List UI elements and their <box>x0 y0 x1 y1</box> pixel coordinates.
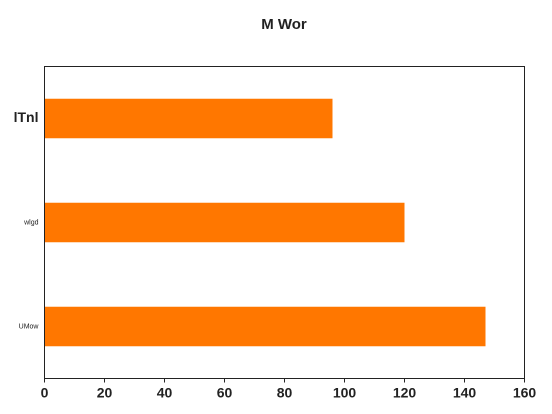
x-tick-label: 20 <box>97 385 113 401</box>
bar-lTnl <box>44 98 333 139</box>
y-tick-label: wlgd <box>23 219 39 226</box>
x-tick-label: 160 <box>513 385 537 401</box>
x-tick-label: 60 <box>217 385 233 401</box>
y-axis-ticks: lTnl wlgd UMow <box>14 109 40 330</box>
x-axis-ticks: 0 20 40 60 80 100 120 140 160 <box>41 378 537 401</box>
bars-layer <box>44 98 486 347</box>
x-tick-label: 80 <box>277 385 293 401</box>
bar-UMow <box>44 306 486 347</box>
y-tick-label: lTnl <box>14 109 39 125</box>
chart-title: M Wor <box>261 16 307 33</box>
x-tick-label: 140 <box>453 385 477 401</box>
x-tick-label: 120 <box>393 385 417 401</box>
x-tick-label: 100 <box>333 385 357 401</box>
x-tick-label: 40 <box>157 385 173 401</box>
bar-wlgd <box>44 202 405 243</box>
y-tick-label: UMow <box>19 323 40 330</box>
x-tick-label: 0 <box>41 385 49 401</box>
